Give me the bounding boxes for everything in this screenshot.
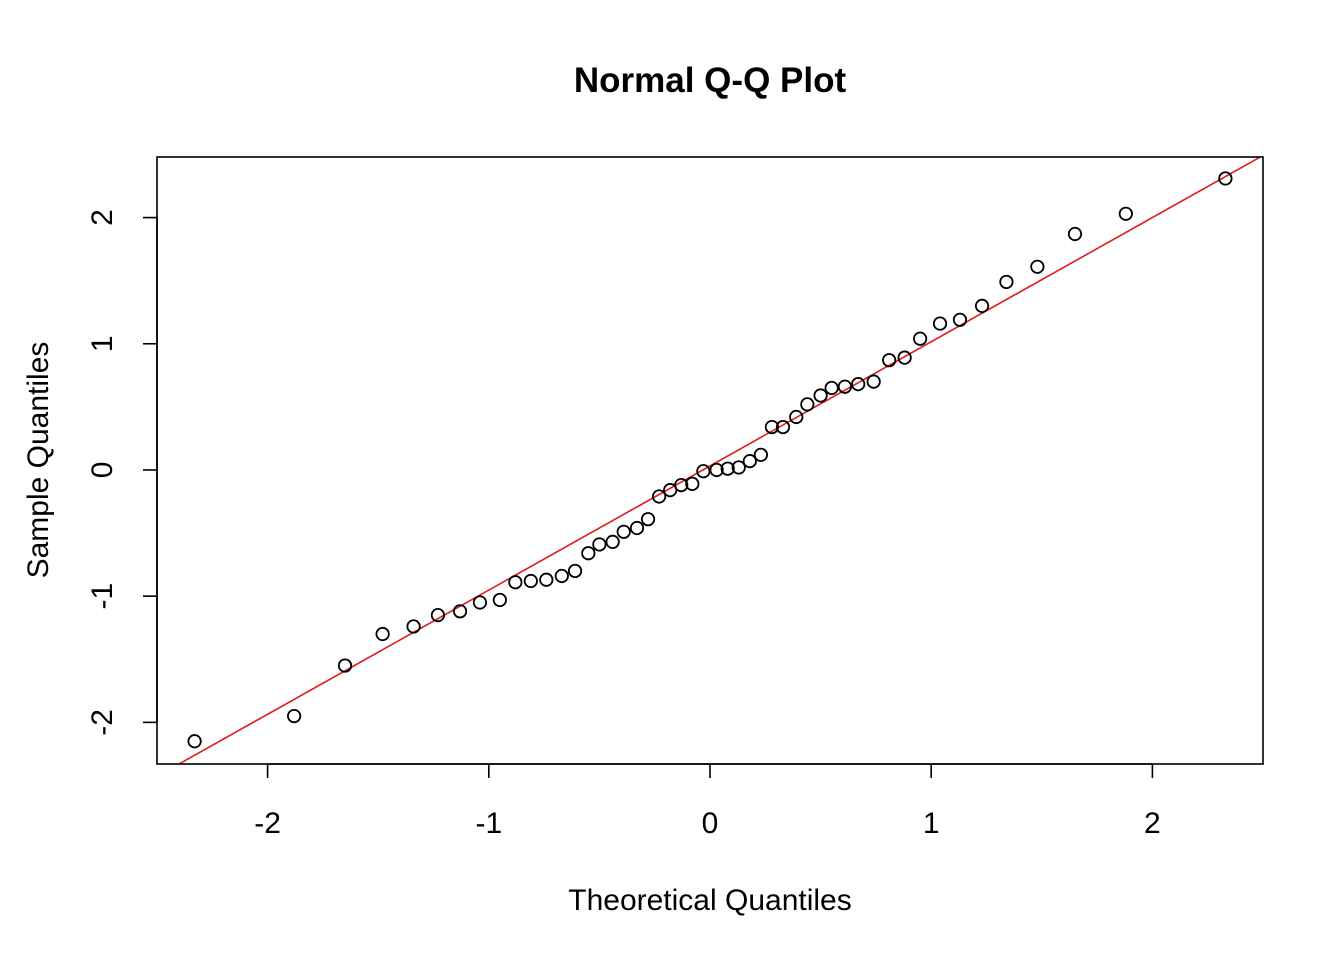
y-axis: -2 -1 0 1 2 — [86, 209, 158, 736]
y-tick-label: 2 — [86, 209, 119, 226]
data-point — [913, 331, 928, 346]
y-tick-label: -1 — [86, 583, 119, 610]
y-tick-label: 0 — [86, 462, 119, 479]
data-point — [492, 592, 507, 608]
data-point — [567, 563, 583, 579]
data-point — [897, 350, 912, 365]
data-point — [999, 274, 1014, 290]
x-tick-label: -2 — [254, 807, 281, 840]
data-point — [685, 476, 700, 491]
data-point — [592, 537, 607, 552]
data-point — [452, 604, 468, 619]
y-tick-label: 1 — [86, 335, 119, 352]
data-point — [720, 461, 735, 476]
data-point — [813, 388, 828, 403]
reference-line — [177, 157, 1262, 764]
data-point — [696, 464, 711, 479]
data-point — [731, 460, 746, 475]
data-point — [554, 568, 569, 584]
data-point — [824, 380, 839, 396]
data-point — [764, 419, 780, 435]
x-axis: -2 -1 0 1 2 — [254, 763, 1161, 840]
data-point — [775, 419, 791, 435]
data-point — [1218, 171, 1233, 186]
data-point — [616, 524, 631, 539]
data-point — [406, 619, 421, 634]
x-tick-label: 0 — [702, 807, 719, 840]
data-point — [1030, 259, 1045, 274]
data-point — [629, 520, 645, 536]
data-point — [674, 478, 689, 493]
data-point — [932, 316, 948, 331]
data-point — [652, 489, 667, 504]
y-tick-label: -2 — [86, 709, 119, 736]
data-point — [882, 353, 897, 368]
data-point — [952, 312, 968, 327]
chart-title: Normal Q-Q Plot — [574, 61, 847, 100]
data-point — [1067, 226, 1083, 242]
data-point — [1118, 206, 1133, 221]
x-tick-label: 2 — [1144, 807, 1161, 840]
data-point — [337, 658, 353, 673]
data-point — [974, 298, 990, 314]
data-point — [472, 595, 488, 610]
points-group — [187, 171, 1233, 749]
data-point — [539, 572, 554, 587]
x-tick-label: 1 — [923, 807, 940, 840]
data-point — [742, 454, 757, 469]
data-point — [753, 447, 768, 462]
data-point — [800, 397, 815, 412]
data-point — [605, 534, 620, 549]
data-point — [789, 409, 804, 425]
data-point — [866, 374, 881, 389]
data-point — [187, 734, 202, 749]
data-point — [523, 573, 538, 589]
data-point — [640, 512, 656, 527]
data-point — [837, 379, 853, 394]
data-point — [287, 708, 302, 724]
data-point — [430, 607, 446, 623]
data-point — [851, 377, 866, 392]
x-axis-title: Theoretical Quantiles — [568, 884, 851, 917]
y-axis-title: Sample Quantiles — [22, 342, 55, 579]
data-point — [709, 462, 724, 478]
data-point — [508, 575, 523, 590]
x-tick-label: -1 — [475, 807, 502, 840]
data-point — [375, 626, 390, 642]
reference-line-group — [177, 157, 1262, 764]
data-point — [581, 546, 596, 561]
plot-box — [156, 156, 1264, 765]
